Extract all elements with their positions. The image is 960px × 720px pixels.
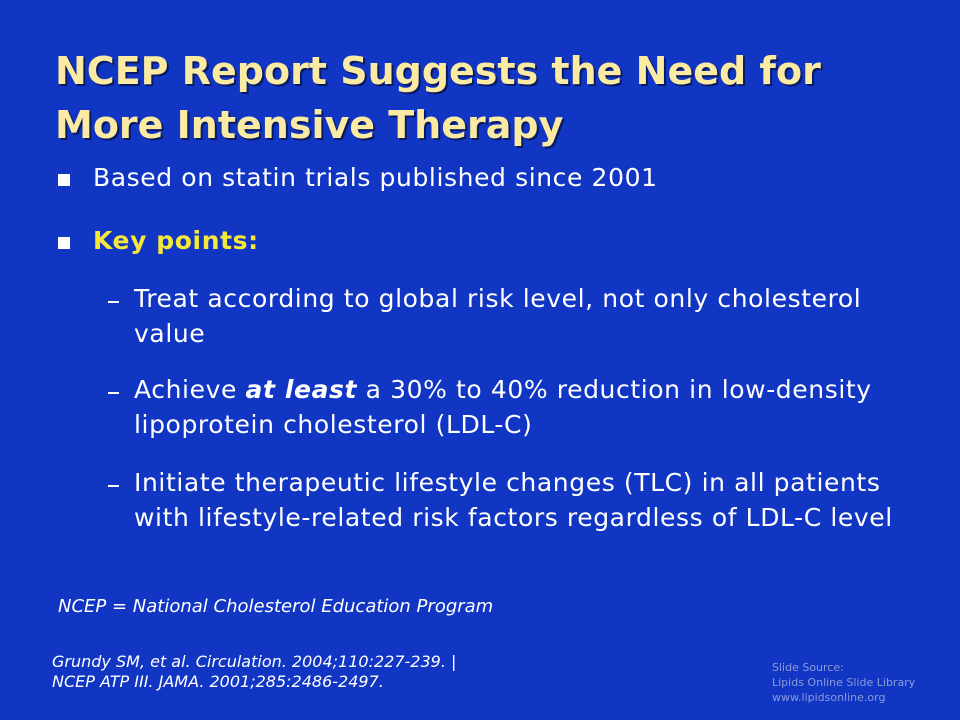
dash-marker	[108, 301, 119, 303]
dash-marker	[108, 392, 119, 394]
title-line: More Intensive Therapy	[55, 103, 564, 147]
footnote: NCEP = National Cholesterol Education Pr…	[58, 596, 494, 617]
text: Achieve	[134, 375, 246, 404]
text: a 30% to 40% reduction in low-density li…	[134, 375, 872, 439]
emphasis: at least	[245, 375, 358, 404]
bullet: Based on statin trials published since 2…	[93, 163, 658, 192]
source-line: www.lipidsonline.org	[772, 691, 886, 704]
dash-marker	[108, 485, 119, 487]
reference: NCEP ATP III. JAMA. 2001;285:2486-2497.	[52, 672, 384, 691]
source-line: Lipids Online Slide Library	[772, 676, 916, 689]
reference: Grundy SM, et al. Circulation. 2004;110:…	[52, 652, 457, 671]
sub-bullet: Treat according to global risk level, no…	[134, 281, 904, 351]
bullet: Key points:	[93, 226, 259, 255]
source-line: Slide Source:	[772, 661, 844, 674]
title: NCEP Report Suggests the Need for More I…	[55, 44, 821, 152]
text: Initiate therapeutic lifestyle changes (…	[134, 468, 893, 532]
text: Treat according to global risk level, no…	[134, 284, 862, 348]
bullet-marker	[58, 174, 70, 186]
references: Grundy SM, et al. Circulation. 2004;110:…	[52, 652, 456, 692]
bullet-marker	[58, 237, 70, 249]
sub-bullet: Achieve at least a 30% to 40% reduction …	[134, 372, 904, 442]
slide-source: Slide Source: Lipids Online Slide Librar…	[772, 660, 915, 705]
sub-bullet: Initiate therapeutic lifestyle changes (…	[134, 465, 904, 535]
title-line: NCEP Report Suggests the Need for	[55, 49, 821, 93]
